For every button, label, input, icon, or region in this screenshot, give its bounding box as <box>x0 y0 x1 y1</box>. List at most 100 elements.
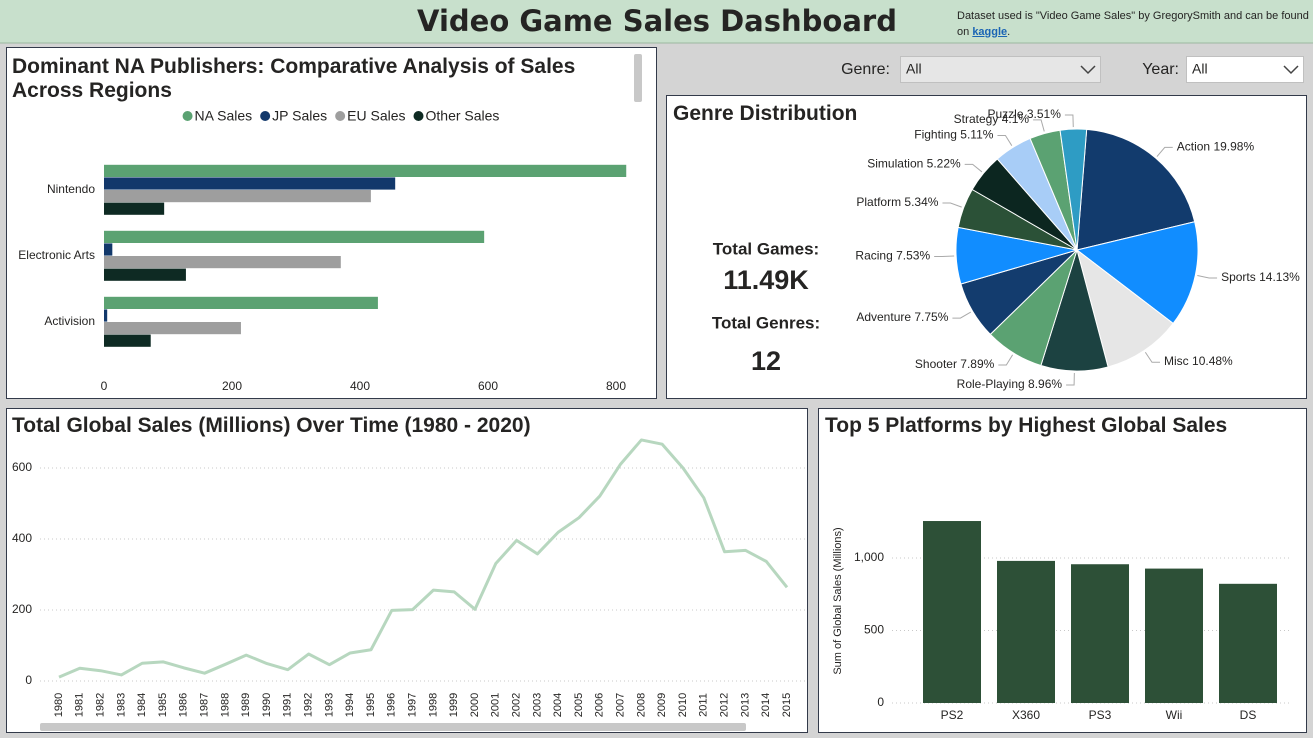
slice-value: 5.22% <box>927 156 961 170</box>
y-tick-label: 400 <box>12 531 32 545</box>
scrollbar <box>634 54 642 102</box>
slice-label: Simulation 5.22% <box>867 156 961 170</box>
legend-label: NA Sales <box>195 108 253 124</box>
slice-label: Action 19.98% <box>1177 140 1255 154</box>
x-tick-label: 1988 <box>219 693 231 717</box>
dropdown[interactable] <box>1186 56 1304 83</box>
slice-value: 5.34% <box>904 195 938 209</box>
y-tick-label: Electronic Arts <box>18 248 95 262</box>
y-tick-label: 200 <box>12 602 32 616</box>
bar <box>997 560 1055 703</box>
slice-category: Puzzle <box>988 107 1024 121</box>
filter-label: Genre: <box>841 61 890 78</box>
x-tick-label: 1999 <box>448 693 460 717</box>
leader-line <box>1197 274 1218 279</box>
pie-slice <box>1076 248 1174 368</box>
leader-line <box>1066 372 1075 386</box>
chart-title: Genre Distribution <box>673 102 858 125</box>
slice-category: Sports <box>1221 270 1256 284</box>
slice-value: 10.48% <box>1192 354 1233 368</box>
slice-category: Strategy <box>954 112 999 126</box>
bar <box>104 230 485 243</box>
x-tick-label: 1989 <box>240 693 252 717</box>
slice-value: 3.51% <box>1027 107 1061 121</box>
x-tick-label: 2010 <box>677 693 689 717</box>
dropdown[interactable] <box>900 56 1101 83</box>
leader-line <box>1064 114 1074 128</box>
x-tick-label: 2007 <box>615 693 627 717</box>
bar <box>104 296 378 309</box>
legend: NA Sales JP Sales EU Sales Other Sales <box>182 108 499 124</box>
x-tick-label: 600 <box>478 379 498 393</box>
bar <box>104 177 396 190</box>
x-tick-label: 2012 <box>719 693 731 717</box>
slice-label: Strategy 4.1% <box>954 112 1030 126</box>
slice-category: Role-Playing <box>957 377 1025 391</box>
slice-label: Misc 10.48% <box>1164 354 1233 368</box>
legend-swatch <box>413 111 424 121</box>
bar <box>104 256 341 269</box>
chart-title: Total Global Sales (Millions) Over Time … <box>12 414 531 437</box>
y-tick-label: 600 <box>12 460 32 474</box>
kpi-value: 12 <box>751 346 781 376</box>
bar <box>104 190 371 203</box>
slice-value: 14.13% <box>1259 270 1300 284</box>
y-tick-label: Activision <box>44 314 95 328</box>
kaggle-link[interactable]: kaggle <box>972 26 1008 38</box>
slice-value: 7.75% <box>914 310 948 324</box>
legend-swatch <box>182 111 193 121</box>
bar <box>1219 583 1277 703</box>
x-tick-label: 1984 <box>136 693 148 717</box>
header-band <box>0 0 1313 43</box>
slice-category: Simulation <box>867 156 923 170</box>
x-tick-label: 1980 <box>53 693 65 717</box>
x-tick-label: PS2 <box>941 708 964 722</box>
leader-line <box>964 163 983 173</box>
chevron <box>1283 65 1299 75</box>
leader-line <box>942 202 962 208</box>
bar <box>104 164 627 177</box>
pie-slice <box>1076 128 1196 251</box>
x-tick-label: DS <box>1240 708 1257 722</box>
x-tick-label: 200 <box>222 379 242 393</box>
slice-value: 7.89% <box>960 357 994 371</box>
bar <box>104 202 165 215</box>
x-tick-label: 2009 <box>656 693 668 717</box>
x-tick-label: 1986 <box>178 693 190 717</box>
y-tick-label: 1,000 <box>854 550 884 564</box>
bar <box>104 268 186 281</box>
x-tick-label: 1998 <box>427 693 439 717</box>
x-tick-label: 2014 <box>760 693 772 717</box>
x-tick-label: 1993 <box>323 693 335 717</box>
legend-label: JP Sales <box>272 108 327 124</box>
pie-slice <box>1075 221 1199 325</box>
x-tick-label: 800 <box>606 379 626 393</box>
bar <box>104 309 108 322</box>
slice-label: Sports 14.13% <box>1221 270 1300 284</box>
slice-value: 4.1% <box>1002 112 1030 126</box>
slice-label: Platform 5.34% <box>856 195 938 209</box>
x-tick-label: Wii <box>1166 708 1183 722</box>
scrollbar <box>40 723 746 731</box>
line <box>58 438 789 679</box>
x-tick-label: 2015 <box>781 693 793 717</box>
x-tick-label: 2000 <box>469 693 481 717</box>
dropdown-value[interactable]: All <box>906 61 922 77</box>
leader-line <box>998 354 1014 366</box>
x-tick-label: 1992 <box>303 693 315 717</box>
legend-swatch <box>260 111 271 121</box>
x-tick-label: 1991 <box>282 693 294 717</box>
legend-swatch <box>335 111 346 121</box>
slice-label: Adventure 7.75% <box>856 310 948 324</box>
pie-slice <box>1059 128 1088 251</box>
slice-label: Fighting 5.11% <box>914 128 994 142</box>
slice-label: Puzzle 3.51% <box>988 107 1062 121</box>
x-tick-label: 2008 <box>635 693 647 717</box>
dropdown-value[interactable]: All <box>1192 61 1208 77</box>
legend-label: EU Sales <box>347 108 405 124</box>
filter-label: Year: <box>1142 61 1179 78</box>
bar <box>1145 568 1203 703</box>
bar <box>923 521 981 703</box>
